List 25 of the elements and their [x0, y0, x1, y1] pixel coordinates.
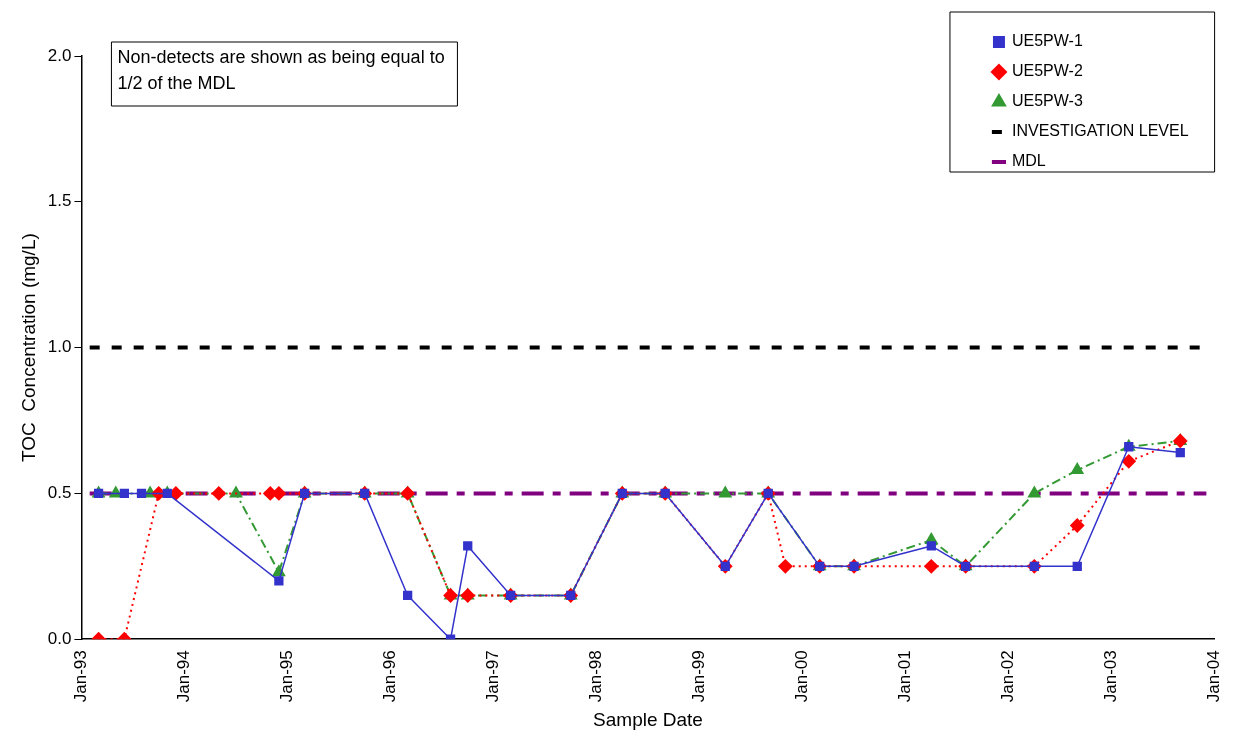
x-tick-label: Jan-03: [1101, 650, 1121, 703]
x-tick-label: Jan-96: [380, 650, 400, 703]
legend-label: UE5PW-3: [1011, 92, 1083, 110]
annotation: Non-detects are shown as being equal to 1/2 of the MDL: [117, 46, 445, 93]
x-axis-title: Sample Date: [593, 708, 703, 730]
legend-label: UE5PW-1: [1011, 32, 1083, 50]
legend-label: INVESTIGATION LEVEL: [1011, 122, 1189, 140]
y-tick-label: 1.5: [47, 191, 72, 211]
x-tick-label: Jan-95: [277, 650, 297, 703]
x-tick-label: Jan-94: [174, 650, 194, 703]
x-tick-label: Jan-93: [71, 650, 91, 703]
x-tick-label: Jan-99: [689, 650, 709, 703]
y-tick-label: 0.0: [47, 628, 72, 648]
y-tick-label: 1.0: [47, 337, 72, 357]
legend-label: UE5PW-2: [1011, 62, 1083, 80]
legend-label: MDL: [1011, 152, 1046, 170]
x-tick-label: Jan-04: [1204, 650, 1224, 703]
x-tick-label: Jan-98: [586, 650, 606, 703]
y-tick-label: 2.0: [47, 45, 72, 65]
y-axis-title: TOC Concentration (mg/L): [17, 233, 39, 463]
x-tick-label: Jan-01: [895, 650, 915, 703]
x-tick-label: Jan-02: [998, 650, 1018, 703]
x-tick-label: Jan-97: [483, 650, 503, 703]
y-tick-label: 0.5: [47, 483, 72, 503]
x-tick-label: Jan-00: [792, 650, 812, 703]
